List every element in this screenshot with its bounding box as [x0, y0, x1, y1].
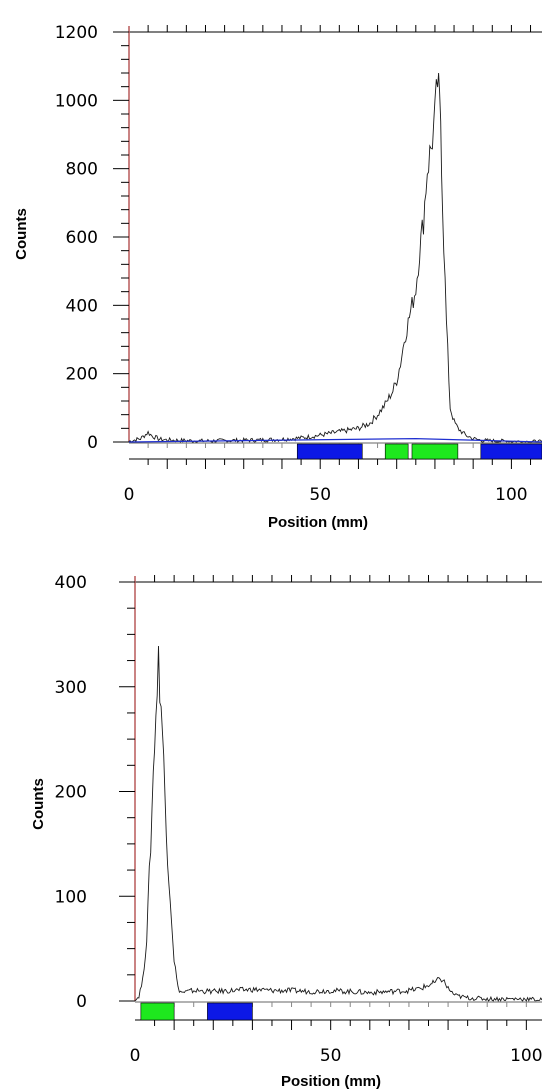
y-axis-title: Counts: [30, 778, 47, 830]
y-tick-label: 600: [66, 228, 98, 248]
y-tick-label: 1200: [55, 23, 98, 43]
x-tick-label: 100: [510, 1046, 542, 1066]
y-tick-label: 1000: [55, 91, 98, 111]
y-tick-label: 400: [66, 296, 98, 316]
y-axis-title: Counts: [13, 208, 30, 260]
x-tick-label: 0: [124, 485, 135, 505]
x-tick-label: 100: [495, 485, 527, 505]
x-tick-label: 0: [130, 1046, 141, 1066]
y-tick-label: 200: [66, 365, 98, 385]
region-green: [140, 1002, 175, 1021]
x-tick-label: 50: [309, 485, 331, 505]
region-blue: [480, 443, 542, 460]
chart-panel-bottom: 0 100 200 300 400 0 50 100 Counts Position (mm…: [30, 573, 542, 1090]
y-tick-label: 300: [55, 678, 87, 698]
y-tick-label: 800: [66, 160, 98, 180]
region-green: [384, 443, 409, 460]
x-axis-title: Position (mm): [281, 1073, 381, 1090]
region-blue: [207, 1002, 253, 1021]
data-series-line: [128, 72, 542, 443]
y-tick-label: 0: [87, 433, 98, 453]
y-tick-label: 100: [55, 887, 87, 907]
x-tick-label: 50: [320, 1046, 342, 1066]
chart-panel-top: 0 200 400 600 800 1000 1200 0 50 100 Counts Posi…: [13, 23, 542, 531]
region-blue: [296, 443, 363, 460]
y-tick-label: 400: [55, 573, 87, 593]
y-tick-label: 0: [76, 992, 87, 1012]
x-axis-title: Position (mm): [268, 514, 368, 531]
region-green: [411, 443, 459, 460]
baseline-fit-line: [128, 437, 542, 443]
data-series-line: [134, 645, 542, 1003]
y-tick-label: 200: [55, 783, 87, 803]
